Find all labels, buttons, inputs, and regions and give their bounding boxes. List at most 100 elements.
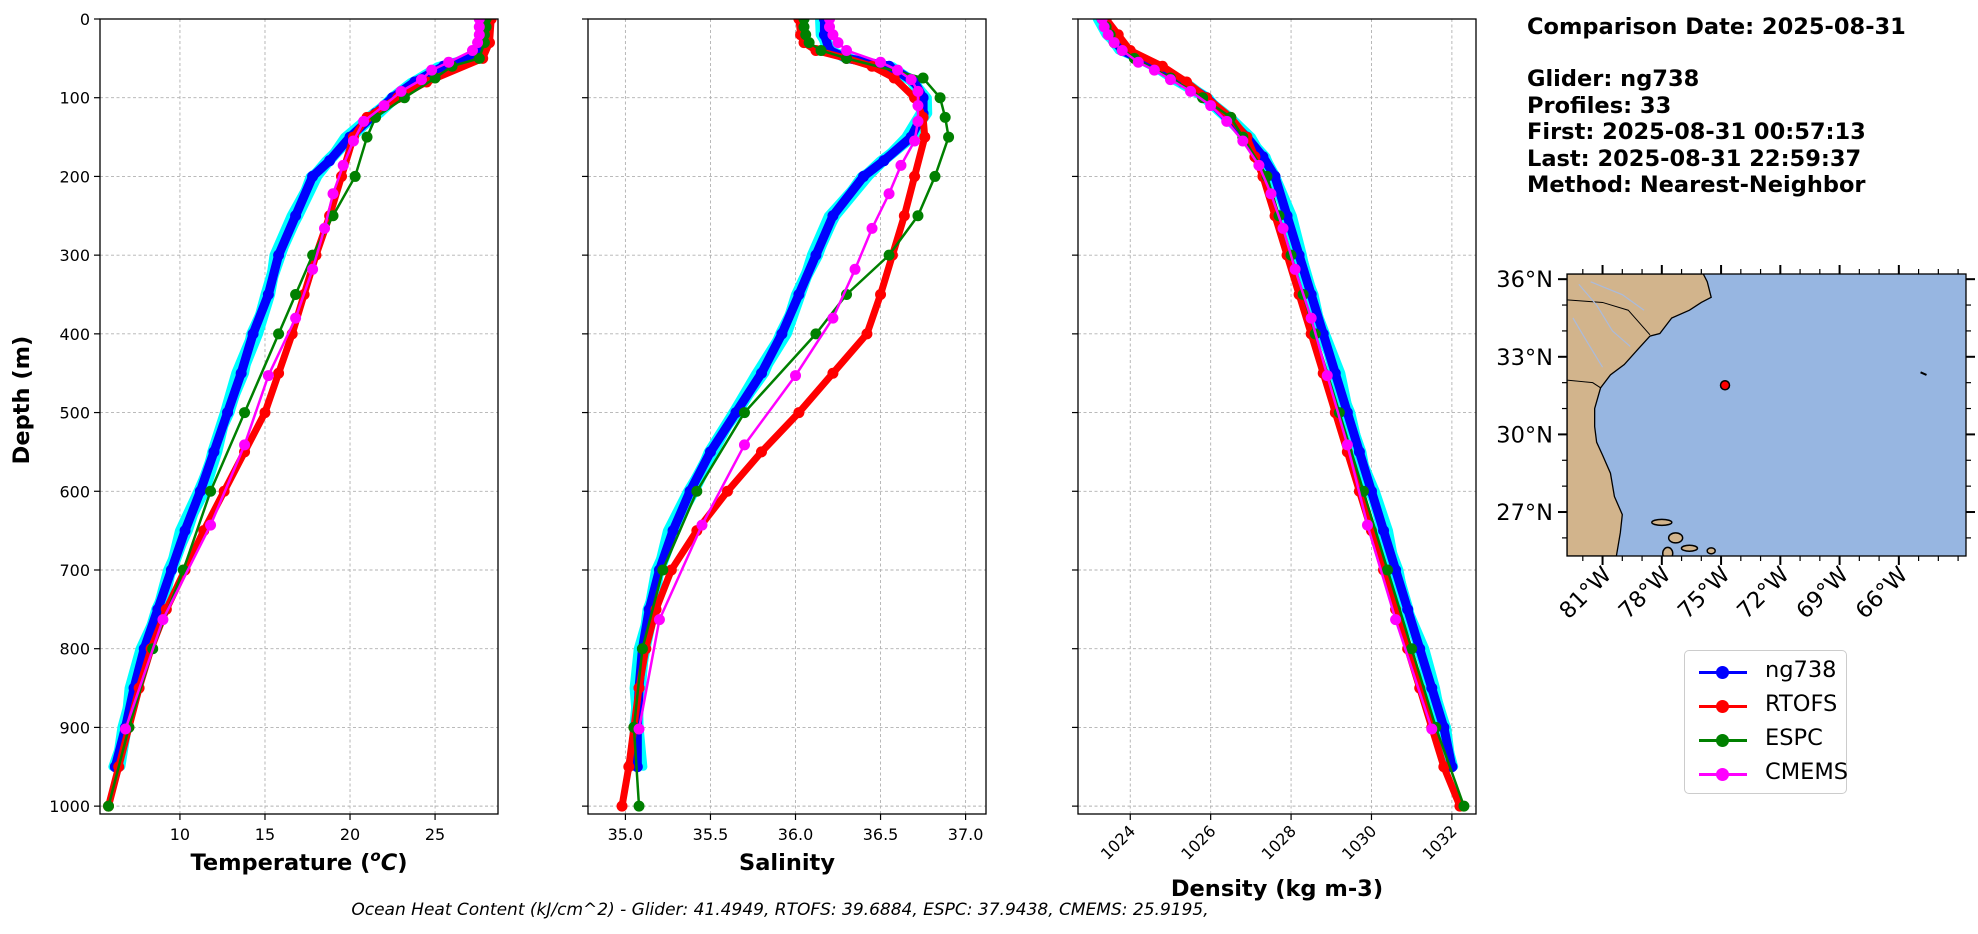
data-point-cmems: [827, 29, 839, 41]
glider-individual-profile: [629, 19, 928, 771]
profile-count: Profiles: 33: [1527, 92, 1672, 119]
data-point-ng738: [1353, 446, 1365, 458]
island: [1920, 371, 1927, 376]
data-point-espc: [657, 564, 669, 576]
data-point-ng738: [730, 407, 742, 419]
data-point-cmems: [912, 115, 924, 127]
temperature-panel: 0 100 200 300 400 500 600 700 800 900 1000 10 15 20 25…: [49, 10, 499, 876]
data-point-ng738: [262, 288, 274, 300]
glider-individual-profile: [1099, 19, 1452, 771]
map-lat-label: 33°N: [1496, 345, 1553, 371]
data-point-ng738: [1293, 249, 1305, 261]
series-line-ng738: [1097, 19, 1457, 772]
x-axis-label: Density (kg m-3): [1171, 876, 1383, 902]
y-tick-label: 100: [59, 89, 90, 108]
data-point-ng738: [878, 155, 890, 167]
data-point-ng738: [793, 288, 805, 300]
data-point-ng738: [1390, 564, 1402, 576]
data-point-cmems: [1132, 56, 1144, 68]
data-point-ng738: [235, 367, 247, 379]
map-lat-label: 30°N: [1496, 422, 1553, 448]
data-point-rtofs: [623, 761, 635, 773]
data-point-cmems: [905, 74, 917, 86]
data-point-espc: [939, 111, 951, 123]
data-point-ng738: [324, 155, 336, 167]
data-point-espc: [205, 485, 217, 497]
data-point-cmems: [1102, 29, 1114, 41]
data-point-rtofs: [909, 170, 921, 182]
map-area: [1567, 274, 1966, 556]
glider-individual-profile: [1101, 19, 1455, 771]
data-point-ng738: [307, 170, 319, 182]
data-point-espc: [1458, 800, 1470, 812]
x-tick-label: 36.0: [778, 825, 814, 844]
data-point-ng738: [1378, 525, 1390, 537]
data-point-rtofs: [616, 800, 628, 812]
glider-individual-profile: [117, 19, 494, 771]
ohc-footer: Ocean Heat Content (kJ/cm^2) - Glider: 4…: [351, 900, 1209, 920]
x-tick-label: 15: [255, 825, 275, 844]
data-point-ng738: [818, 29, 830, 41]
data-point-ng738: [827, 210, 839, 222]
data-point-ng738: [152, 603, 164, 615]
data-point-cmems: [1108, 37, 1120, 49]
data-point-espc: [912, 210, 924, 222]
data-point-cmems: [443, 56, 455, 68]
data-point-cmems: [875, 56, 887, 68]
data-point-espc: [815, 44, 827, 56]
legend-entry-ng738: ng738: [1693, 655, 1843, 689]
data-point-ng738: [1426, 682, 1438, 694]
data-point-cmems: [912, 85, 924, 97]
legend-label: ESPC: [1765, 725, 1823, 751]
data-point-cmems: [866, 222, 878, 234]
data-point-ng738: [1438, 721, 1450, 733]
data-point-ng738: [1365, 485, 1377, 497]
river: [1590, 281, 1645, 311]
data-point-cmems: [415, 74, 427, 86]
legend-entry-rtofs: RTOFS: [1693, 689, 1843, 723]
salinity-panel: 35.0 35.5 36.0 36.5 37.0 Salinity: [582, 18, 987, 876]
data-point-ng738: [1305, 288, 1317, 300]
island: [1651, 518, 1673, 527]
data-point-espc: [810, 328, 822, 340]
map-lat-label: 27°N: [1496, 500, 1553, 526]
glider-individual-profile: [629, 19, 929, 771]
data-point-ng738: [667, 525, 679, 537]
data-point-cmems: [262, 370, 274, 382]
glider-individual-profile: [630, 19, 926, 771]
axes-frame: [1077, 18, 1477, 815]
data-point-cmems: [1341, 439, 1353, 451]
x-axis-label-part: Temperature (: [190, 850, 370, 876]
data-point-cmems: [239, 439, 251, 451]
data-point-rtofs: [875, 288, 887, 300]
data-point-ng738: [1402, 603, 1414, 615]
legend-marker: [1716, 734, 1729, 747]
glider-position-marker: [1719, 379, 1731, 391]
glider-individual-profile: [110, 19, 485, 771]
y-tick-label: 700: [59, 561, 90, 580]
data-point-cmems: [1426, 723, 1438, 735]
method: Method: Nearest-Neighbor: [1527, 172, 1866, 199]
y-tick-label: 900: [59, 718, 90, 737]
data-point-espc: [273, 328, 285, 340]
data-point-cmems: [895, 159, 907, 171]
state-boundary: [1567, 299, 1651, 336]
data-point-ng738: [704, 446, 716, 458]
data-point-espc: [934, 92, 946, 104]
data-point-ng738: [1257, 151, 1269, 163]
data-point-ng738: [247, 328, 259, 340]
data-point-cmems: [1361, 519, 1373, 531]
x-axis-label: Salinity: [739, 850, 835, 876]
axes-frame: [587, 18, 987, 815]
y-tick-label: 300: [59, 246, 90, 265]
plot-area: [616, 19, 955, 812]
x-axis-label-part: ): [397, 850, 407, 876]
data-point-rtofs: [755, 446, 767, 458]
data-point-rtofs: [793, 407, 805, 419]
last-time: Last: 2025-08-31 22:59:37: [1527, 145, 1862, 172]
data-point-cmems: [157, 614, 169, 626]
x-axis-label: Temperature (oC): [190, 847, 407, 876]
data-point-cmems: [738, 439, 750, 451]
legend-label: RTOFS: [1765, 691, 1838, 717]
data-point-cmems: [395, 85, 407, 97]
